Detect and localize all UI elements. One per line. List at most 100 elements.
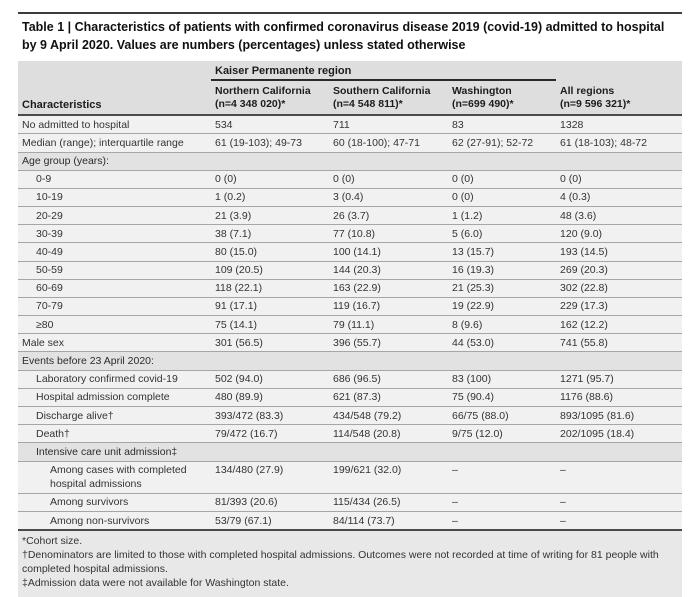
cell-value: 162 (12.2) — [556, 315, 683, 335]
row-label: 60-69 — [18, 279, 211, 298]
row-label: Age group (years): — [18, 152, 683, 171]
cell-value: 193 (14.5) — [556, 242, 683, 262]
row-label: 50-59 — [18, 261, 211, 280]
section-row: Age group (years): — [18, 152, 683, 171]
cell-value: 711 — [329, 115, 448, 135]
cell-value: 534 — [211, 115, 329, 135]
cell-value: 79/472 (16.7) — [211, 424, 329, 444]
cell-value: 302 (22.8) — [556, 279, 683, 298]
cell-value: 26 (3.7) — [329, 206, 448, 226]
cell-value: 81/393 (20.6) — [211, 493, 329, 513]
cell-value: 0 (0) — [448, 170, 557, 189]
cell-value: 0 (0) — [556, 170, 683, 189]
section-row: Events before 23 April 2020: — [18, 351, 683, 371]
column-name: Northern California — [215, 85, 311, 97]
top-rule — [18, 12, 682, 14]
cell-value: 134/480 (27.9) — [211, 461, 329, 494]
column-header: All regions (n=9 596 321)* — [556, 80, 683, 117]
cell-value: 202/1095 (18.4) — [556, 424, 683, 444]
cell-value: 109 (20.5) — [211, 261, 329, 280]
cell-value: 21 (3.9) — [211, 206, 329, 226]
cell-value: 3 (0.4) — [329, 188, 448, 208]
column-header: Northern California (n=4 348 020)* — [211, 80, 329, 117]
table-header: Kaiser Permanente region Characteristics… — [18, 61, 683, 117]
cell-value: 4 (0.3) — [556, 188, 683, 208]
cell-value: 114/548 (20.8) — [329, 424, 448, 444]
column-n: (n=699 490)* — [452, 98, 514, 111]
table-row: Hospital admission complete 480 (89.9) 621… — [18, 388, 683, 408]
column-header-row: Characteristics Northern California (n=4 … — [18, 80, 683, 117]
cell-value: 79 (11.1) — [329, 315, 448, 335]
row-label: Discharge alive† — [18, 406, 211, 426]
cell-value: 91 (17.1) — [211, 297, 329, 317]
cell-value: 60 (18-100); 47-71 — [329, 133, 448, 153]
group-header-spacer — [18, 61, 211, 80]
cell-value: 1271 (95.7) — [556, 370, 683, 389]
table-row: Median (range); interquartile range 61 (1… — [18, 133, 683, 153]
cell-value: 8 (9.6) — [448, 315, 557, 335]
table-title: Table 1 | Characteristics of patients wi… — [22, 20, 665, 52]
cell-value: 1176 (88.6) — [556, 388, 683, 408]
column-name: All regions — [560, 85, 615, 97]
column-name: Washington — [452, 85, 512, 97]
cell-value: – — [556, 511, 683, 532]
cell-value: 502 (94.0) — [211, 370, 329, 389]
page: Table 1 | Characteristics of patients wi… — [18, 12, 683, 597]
group-header-label: Kaiser Permanente region — [211, 61, 557, 81]
table-body: No admitted to hospital 534 711 83 1328 Media… — [18, 115, 683, 532]
footnote: †Denominators are limited to those with … — [22, 549, 659, 575]
row-label: 10-19 — [18, 188, 211, 208]
cell-value: 229 (17.3) — [556, 297, 683, 317]
characteristics-table: Kaiser Permanente region Characteristics… — [18, 61, 683, 532]
cell-value: 66/75 (88.0) — [448, 406, 557, 426]
cell-value: 61 (18-103); 48-72 — [556, 133, 683, 153]
column-n: (n=9 596 321)* — [560, 98, 631, 111]
table-row: Laboratory confirmed covid-19 502 (94.0) 6… — [18, 370, 683, 389]
table-row: Among cases with completed hospital admi… — [18, 461, 683, 494]
row-label: Laboratory confirmed covid-19 — [18, 370, 211, 389]
row-label: Hospital admission complete — [18, 388, 211, 408]
cell-value: 119 (16.7) — [329, 297, 448, 317]
characteristics-header: Characteristics — [18, 80, 211, 117]
row-label: Death† — [18, 424, 211, 444]
cell-value: 19 (22.9) — [448, 297, 557, 317]
cell-value: 480 (89.9) — [211, 388, 329, 408]
row-label: Among survivors — [18, 493, 211, 513]
table-row: ≥80 75 (14.1) 79 (11.1) 8 (9.6) 162 (12.2) — [18, 315, 683, 335]
group-header-spacer — [556, 61, 682, 80]
table-row: Male sex 301 (56.5) 396 (55.7) 44 (53.0) 741… — [18, 333, 683, 353]
cell-value: – — [448, 461, 557, 494]
row-label: 70-79 — [18, 297, 211, 317]
row-label: Male sex — [18, 333, 211, 353]
cell-value: 621 (87.3) — [329, 388, 448, 408]
cell-value: 1 (0.2) — [211, 188, 329, 208]
cell-value: 77 (10.8) — [329, 224, 448, 244]
row-label: 20-29 — [18, 206, 211, 226]
cell-value: 396 (55.7) — [329, 333, 448, 353]
footnote: ‡Admission data were not available for W… — [22, 576, 289, 589]
cell-value: 118 (22.1) — [211, 279, 329, 298]
cell-value: 115/434 (26.5) — [329, 493, 448, 513]
cell-value: 13 (15.7) — [448, 242, 557, 262]
cell-value: 75 (14.1) — [211, 315, 329, 335]
cell-value: 16 (19.3) — [448, 261, 557, 280]
cell-value: 893/1095 (81.6) — [556, 406, 683, 426]
cell-value: 21 (25.3) — [448, 279, 557, 298]
row-label: 0-9 — [18, 170, 211, 189]
column-name: Southern California — [333, 85, 431, 97]
cell-value: 393/472 (83.3) — [211, 406, 329, 426]
cell-value: 62 (27-91); 52-72 — [448, 133, 557, 153]
row-label: Events before 23 April 2020: — [18, 351, 683, 371]
cell-value: 84/114 (73.7) — [329, 511, 448, 532]
cell-value: 1 (1.2) — [448, 206, 557, 226]
column-n: (n=4 348 020)* — [215, 98, 286, 111]
table-row: No admitted to hospital 534 711 83 1328 — [18, 115, 683, 135]
row-label: 40-49 — [18, 242, 211, 262]
cell-value: – — [556, 461, 683, 494]
cell-value: 163 (22.9) — [329, 279, 448, 298]
cell-value: 741 (55.8) — [556, 333, 683, 353]
cell-value: 83 (100) — [448, 370, 557, 389]
cell-value: 100 (14.1) — [329, 242, 448, 262]
table-row: 50-59 109 (20.5) 144 (20.3) 16 (19.3) 269 (2… — [18, 261, 683, 280]
cell-value: 434/548 (79.2) — [329, 406, 448, 426]
